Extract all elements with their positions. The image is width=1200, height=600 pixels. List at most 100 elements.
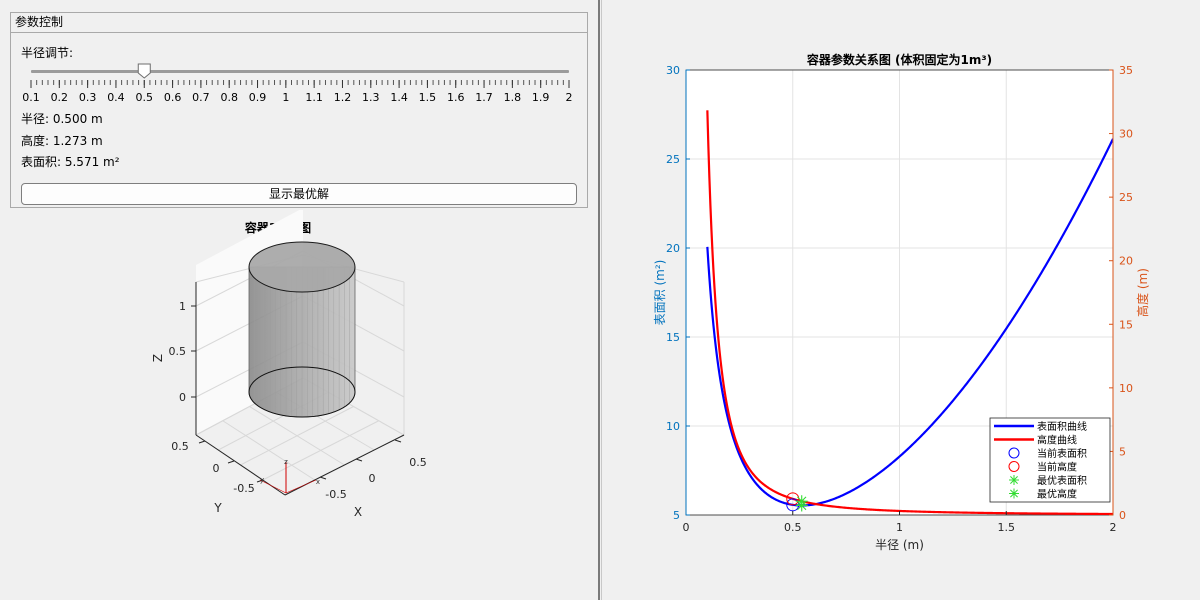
slider-tick-label: 1 xyxy=(282,91,289,104)
slider-label: 半径调节: xyxy=(21,46,74,60)
triad-y-label: y xyxy=(260,476,264,484)
slider-thumb[interactable] xyxy=(137,63,151,79)
marker-optimal-height xyxy=(795,495,808,508)
slider-tick-label: 1.4 xyxy=(390,91,408,104)
right-pane: 0 0.5 1 1.5 2 5 10 15 20 25 30 0 5 10 15 20 25 30 35 容器参数关系… xyxy=(601,0,1200,600)
x-axis-title: X xyxy=(354,505,362,519)
area-readout: 表面积: 5.571 m² xyxy=(21,155,120,169)
slider-tick-label: 0.3 xyxy=(79,91,97,104)
legend-label: 当前表面积 xyxy=(1037,447,1087,460)
legend-swatch-circle xyxy=(1008,461,1020,472)
y-tick xyxy=(198,440,206,444)
right-y-tick-label: 15 xyxy=(1119,318,1133,331)
y-axis-title: Y xyxy=(213,501,222,515)
height-readout: 高度: 1.273 m xyxy=(21,134,103,148)
slider-tick-label: 0.5 xyxy=(136,91,154,104)
slider-tick-label: 0.7 xyxy=(192,91,210,104)
slider-tick-label: 1.6 xyxy=(447,91,465,104)
right-y-tick-label: 5 xyxy=(1119,445,1126,458)
cylinder-top xyxy=(248,241,356,293)
slider-tick-label: 1.3 xyxy=(362,91,380,104)
radius-slider[interactable]: 0.1 0.2 0.3 0.4 0.5 0.6 0.7 0.8 0.9 1 1.1 1.2 1.3 1.4… xyxy=(21,61,577,107)
left-y-tick-label: 15 xyxy=(666,331,680,344)
slider-tick-label: 0.1 xyxy=(22,91,40,104)
right-y-tick-label: 0 xyxy=(1119,509,1126,522)
x-tick-label: -0.5 xyxy=(325,488,346,501)
right-y-tick-label: 30 xyxy=(1119,128,1133,141)
slider-tick-label: 1.9 xyxy=(532,91,550,104)
x-tick xyxy=(319,476,327,480)
x-tick-label: 1 xyxy=(896,521,903,534)
slider-tick-label: 1.2 xyxy=(334,91,352,104)
radius-readout: 半径: 0.500 m xyxy=(21,112,103,126)
z-tick-label: 0 xyxy=(179,391,186,404)
slider-track xyxy=(31,70,569,73)
chart-title: 容器参数关系图 (体积固定为1m³) xyxy=(806,52,992,67)
legend-label: 最优高度 xyxy=(1037,488,1077,501)
legend-label: 当前高度 xyxy=(1037,461,1077,474)
right-y-axis-title: 高度 (m) xyxy=(1135,268,1150,317)
x-tick-label: 2 xyxy=(1110,521,1117,534)
parameter-panel: 参数控制 半径调节: 0.1 0.2 0.3 0.4 0.5 0.6 0.7 0.8 0.9 1 1… xyxy=(10,12,588,208)
slider-tick-label: 0.2 xyxy=(51,91,69,104)
x-tick xyxy=(355,458,363,462)
slider-tick-label: 0.8 xyxy=(220,91,238,104)
show-optimal-button[interactable]: 显示最优解 xyxy=(21,183,577,205)
floor-grid-line xyxy=(262,420,379,481)
left-y-tick-label: 25 xyxy=(666,153,680,166)
legend-swatch-star xyxy=(1009,488,1019,499)
panel-title: 参数控制 xyxy=(11,13,587,33)
slider-tick-label: 0.9 xyxy=(249,91,266,104)
left-y-tick-label: 30 xyxy=(666,64,680,77)
left-y-axis-title: 表面积 (m²) xyxy=(653,260,667,326)
left-y-tick-label: 20 xyxy=(666,242,680,255)
x-axis-title: 半径 (m) xyxy=(875,538,924,552)
pane-divider[interactable] xyxy=(598,0,600,600)
star-stroke xyxy=(797,496,807,506)
star-stroke xyxy=(1010,489,1018,498)
slider-tick-label: 1.5 xyxy=(419,91,437,104)
slider-tick-label: 1.8 xyxy=(504,91,522,104)
z-axis-title: Z xyxy=(151,354,165,362)
slider-tick-label: 1.1 xyxy=(305,91,323,104)
x-tick xyxy=(394,439,402,443)
right-y-tick-label: 25 xyxy=(1119,191,1133,204)
x-tick-label: 0.5 xyxy=(784,521,802,534)
triad-x xyxy=(285,479,317,494)
y-tick-label: -0.5 xyxy=(233,482,254,495)
x-tick-label: 1.5 xyxy=(998,521,1016,534)
left-pane: 参数控制 半径调节: 0.1 0.2 0.3 0.4 0.5 0.6 0.7 0.8 0.9 1 1… xyxy=(0,0,599,600)
z-tick-label: 1 xyxy=(179,300,186,313)
floor-grid-line xyxy=(240,406,354,466)
cylinder-bottom-rim xyxy=(248,366,356,418)
right-y-tick-label: 20 xyxy=(1119,255,1133,268)
slider-tick-label: 1.7 xyxy=(475,91,493,104)
y-tick-label: 0.5 xyxy=(171,440,189,453)
series-line-height xyxy=(706,110,1113,515)
left-y-tick-label: 5 xyxy=(673,509,680,522)
right-y-tick-label: 10 xyxy=(1119,382,1133,395)
y-tick-label: 0 xyxy=(213,462,220,475)
y-tick xyxy=(227,460,235,464)
relation-chart: 0 0.5 1 1.5 25101520253005101520253035容器参数关系… xyxy=(653,52,1150,552)
slider-tick-label: 0.4 xyxy=(107,91,125,104)
legend-swatch-circle xyxy=(1008,447,1020,459)
right-y-tick-label: 35 xyxy=(1119,64,1133,77)
triad-z-label: z xyxy=(284,458,288,466)
y-tick xyxy=(256,479,264,483)
legend-label: 表面积曲线 xyxy=(1037,420,1087,433)
legend-label: 高度曲线 xyxy=(1037,434,1077,447)
x-tick-label: 0 xyxy=(369,472,376,485)
x-tick-label: 0 xyxy=(683,521,690,534)
triad-x-label: x xyxy=(316,478,320,486)
star-stroke xyxy=(1010,476,1018,484)
triad-y xyxy=(259,479,287,494)
x-tick-label: 0.5 xyxy=(409,456,427,469)
legend-label: 最优表面积 xyxy=(1037,474,1087,487)
series-line-surface-area xyxy=(706,138,1113,507)
slider-tick-label: 2 xyxy=(566,91,573,104)
legend-box xyxy=(989,417,1111,503)
